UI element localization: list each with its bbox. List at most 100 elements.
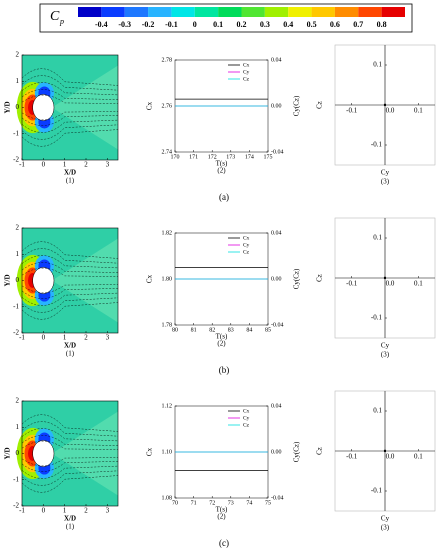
y-tick-label: 2 [16, 224, 20, 232]
colorbar-tick-label: -0.1 [165, 20, 178, 29]
streamline [21, 414, 119, 432]
x-tick-label: 0.1 [414, 453, 423, 461]
colorbar-cell [124, 7, 149, 17]
row-caption: (b) [219, 365, 230, 375]
y-label: Cx [146, 447, 154, 456]
y2-tick-label: -0.04 [271, 495, 284, 501]
y2-tick-label: 0.00 [271, 276, 282, 282]
y-tick-label: 1.10 [162, 449, 173, 455]
colorbar-tick-label: 0 [193, 20, 197, 29]
caption: (1) [66, 177, 75, 185]
x-tick-label: 83 [228, 327, 234, 333]
streamline [21, 461, 119, 472]
y-tick-label: 1 [16, 423, 20, 431]
streamline [21, 470, 119, 486]
x-tick-label: 0.1 [414, 107, 423, 115]
row-caption: (c) [219, 538, 229, 548]
x-tick-label: -0.1 [346, 107, 358, 115]
legend-label: Cx [243, 408, 250, 414]
streamline [21, 440, 119, 450]
x-tick-label: -1 [19, 161, 25, 169]
point [383, 449, 387, 453]
y-tick-label: 0.1 [373, 234, 382, 242]
colorbar-tick-label: 0.8 [377, 20, 387, 29]
y-tick-label: -1 [13, 302, 19, 310]
x-tick-label: 3 [106, 161, 110, 169]
x-tick-label: 2 [84, 507, 88, 515]
streamline [21, 292, 119, 306]
y-tick-label: 1 [16, 77, 20, 85]
legend-label: Cz [243, 249, 250, 255]
streamline [21, 119, 119, 133]
streamline [21, 82, 119, 96]
x-label: X/D [64, 169, 76, 177]
streamline [21, 465, 119, 479]
y-tick-label: 0 [16, 449, 20, 457]
y-tick-label: 2 [16, 51, 20, 59]
x-tick-label: -1 [19, 334, 25, 342]
colorbar-tick-label: 0.1 [213, 20, 223, 29]
caption: (3) [381, 351, 390, 359]
streamline [21, 75, 119, 91]
contour-wake [51, 238, 118, 323]
y-label: Y/D [4, 101, 12, 113]
y-tick-label: -1 [13, 129, 19, 137]
colorbar-tick-label: 0.4 [283, 20, 293, 29]
y2-tick-label: -0.04 [271, 322, 284, 328]
y-tick-label: -0.1 [371, 487, 383, 495]
caption: (2) [217, 513, 226, 521]
colorbar-cell [264, 7, 289, 17]
x-tick-label: 0 [42, 334, 46, 342]
colorbar-cell [311, 7, 335, 17]
y-tick-label: 1.08 [162, 495, 173, 501]
caption: (3) [381, 524, 390, 532]
streamline [21, 89, 119, 100]
contour-wake [51, 65, 118, 150]
y-tick-label: 0.1 [373, 61, 382, 69]
cylinder [32, 267, 55, 294]
x-tick-label: 70 [172, 500, 178, 506]
colorbar-cell [334, 7, 359, 17]
x-tick-label: 174 [245, 154, 254, 160]
x-tick-label: 75 [265, 500, 271, 506]
colorbar-tick-label: -0.2 [142, 20, 155, 29]
x-label: Cy [381, 342, 390, 350]
x-tick-label: 72 [209, 500, 215, 506]
y-tick-label: 0 [16, 103, 20, 111]
streamline [21, 457, 119, 467]
streamline [21, 267, 119, 277]
x-label: T(s) [216, 506, 228, 514]
x-tick-label: 0.0 [386, 453, 395, 461]
y-tick-label: 0 [16, 276, 20, 284]
x-tick-label: 74 [246, 500, 252, 506]
y2-tick-label: 0.00 [271, 449, 282, 455]
legend-label: Cx [243, 235, 250, 241]
colorbar-tick-label: 0.6 [330, 20, 340, 29]
x-tick-label: 2 [84, 334, 88, 342]
x-tick-label: 1 [63, 334, 67, 342]
streamline [21, 255, 119, 269]
colorbar-cell [288, 7, 312, 17]
cylinder [32, 94, 55, 121]
y-tick-label: 2.74 [162, 149, 173, 155]
y-tick-label: -1 [13, 475, 19, 483]
x-tick-label: 73 [228, 500, 234, 506]
colorbar-cell [218, 7, 242, 17]
x-tick-label: 0.1 [414, 280, 423, 288]
y2-tick-label: 0.04 [271, 403, 282, 409]
x-tick-label: 0.0 [386, 280, 395, 288]
legend-label: Cy [243, 242, 250, 248]
legend-label: Cy [243, 69, 250, 75]
x-tick-label: 1 [63, 507, 67, 515]
y-tick-label: 1.78 [162, 322, 173, 328]
x-label: T(s) [216, 333, 228, 341]
streamline [21, 475, 119, 493]
colorbar-tick-label: 0.5 [307, 20, 317, 29]
y2-label: Cy(Cz) [293, 441, 301, 462]
y-tick-label: -2 [13, 502, 19, 510]
row-caption: (a) [219, 192, 229, 202]
x-label: X/D [64, 515, 76, 523]
legend-label: Cz [243, 422, 250, 428]
x-tick-label: 0 [42, 507, 46, 515]
streamline [21, 248, 119, 264]
